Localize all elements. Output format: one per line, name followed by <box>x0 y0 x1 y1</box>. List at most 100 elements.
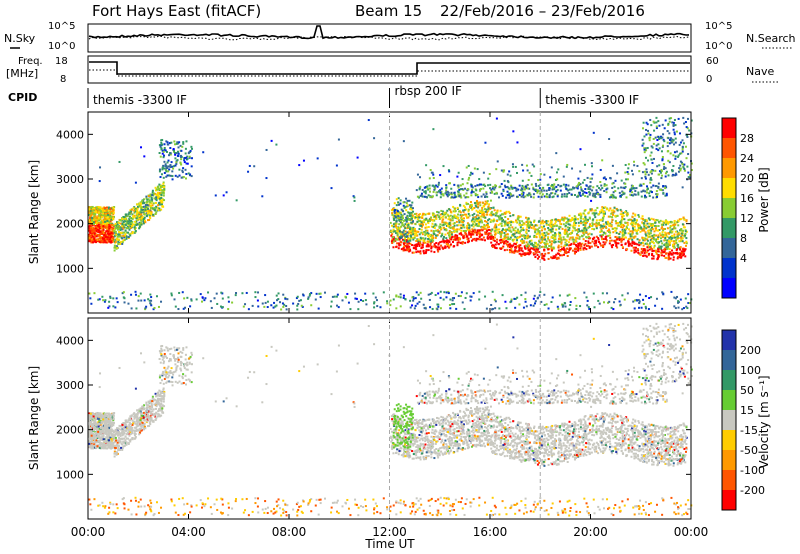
power-cell <box>665 185 667 187</box>
power-cell <box>648 192 650 194</box>
power-cell <box>636 233 638 235</box>
power-cell <box>664 235 666 237</box>
figure: Fort Hays East (fitACF) Beam 15 22/Feb/2… <box>0 0 800 554</box>
power-cell <box>435 218 437 220</box>
power-cell <box>423 250 425 252</box>
power-cell <box>524 236 526 238</box>
power-cell <box>538 221 540 223</box>
power-cell <box>408 248 410 250</box>
power-cell <box>501 220 503 222</box>
power-cell <box>644 239 646 241</box>
power-cell <box>466 203 468 205</box>
power-cell <box>254 291 256 293</box>
power-cell <box>119 227 121 229</box>
power-cell <box>425 196 427 198</box>
power-cell <box>504 249 506 251</box>
power-cell <box>101 216 103 218</box>
power-cell <box>622 230 624 232</box>
power-cell <box>523 229 525 231</box>
power-cell <box>414 213 416 215</box>
power-cell <box>613 301 615 303</box>
power-cell <box>453 231 455 233</box>
power-cell <box>88 208 90 210</box>
power-cell <box>156 199 158 201</box>
power-cell <box>438 211 440 213</box>
power-cell <box>124 233 126 235</box>
power-cell <box>661 308 663 310</box>
power-cell <box>122 227 124 229</box>
power-cell <box>557 257 559 259</box>
power-cell <box>522 180 524 182</box>
power-cell <box>276 299 278 301</box>
power-cell <box>504 235 506 237</box>
power-cell <box>543 259 545 261</box>
power-cell <box>510 175 512 177</box>
power-cell <box>666 194 668 196</box>
power-cell <box>577 184 579 186</box>
power-cell <box>126 236 128 238</box>
power-cell <box>484 195 486 197</box>
power-cell <box>469 204 471 206</box>
power-cell <box>572 230 574 232</box>
power-cell <box>452 297 454 299</box>
power-cell <box>476 194 478 196</box>
power-cell <box>512 221 514 223</box>
power-cell <box>525 231 527 233</box>
power-cell <box>408 246 410 248</box>
power-cell <box>175 161 177 163</box>
power-cell <box>462 183 464 185</box>
power-cell <box>491 308 493 310</box>
cpid-segment-0: themis -3300 IF <box>93 93 187 107</box>
power-cell <box>594 214 596 216</box>
power-cell <box>647 230 649 232</box>
power-cell <box>541 257 543 259</box>
power-cell <box>575 305 577 307</box>
power-cell <box>639 253 641 255</box>
power-cell <box>624 299 626 301</box>
power-cell <box>585 219 587 221</box>
power-cell <box>591 189 593 191</box>
power-cell <box>605 236 607 238</box>
power-cell <box>429 299 431 301</box>
power-cell <box>468 179 470 181</box>
power-cell <box>532 248 534 250</box>
power-cell <box>500 231 502 233</box>
power-cell <box>180 158 182 160</box>
power-cell <box>451 233 453 235</box>
power-cell <box>400 305 402 307</box>
power-cell <box>643 228 645 230</box>
power-cell <box>670 252 672 254</box>
power-cell <box>504 213 506 215</box>
power-cell <box>543 190 545 192</box>
power-cell <box>458 210 460 212</box>
power-cell <box>161 189 163 191</box>
nsearch-label: N.Search <box>746 32 796 45</box>
power-cell <box>655 225 657 227</box>
power-cell <box>643 303 645 305</box>
power-cell <box>626 226 628 228</box>
power-cell <box>627 178 629 180</box>
power-cell <box>629 233 631 235</box>
power-cell <box>426 185 428 187</box>
power-cell <box>501 183 503 185</box>
power-cell <box>583 179 585 181</box>
power-cell <box>463 205 465 207</box>
power-cell <box>653 247 655 249</box>
power-cell <box>454 225 456 227</box>
power-cell <box>512 166 514 168</box>
power-cell <box>186 158 188 160</box>
power-cell <box>390 230 392 232</box>
power-cell <box>214 297 216 299</box>
power-cell <box>435 242 437 244</box>
power-cell <box>533 228 535 230</box>
power-cell <box>433 189 435 191</box>
power-cell <box>620 195 622 197</box>
power-cell <box>171 294 173 296</box>
power-cell <box>616 232 618 234</box>
power-cell <box>118 222 120 224</box>
power-cell <box>635 222 637 224</box>
power-cell <box>468 227 470 229</box>
power-cell <box>159 170 161 172</box>
power-cell <box>627 222 629 224</box>
power-cell <box>542 222 544 224</box>
